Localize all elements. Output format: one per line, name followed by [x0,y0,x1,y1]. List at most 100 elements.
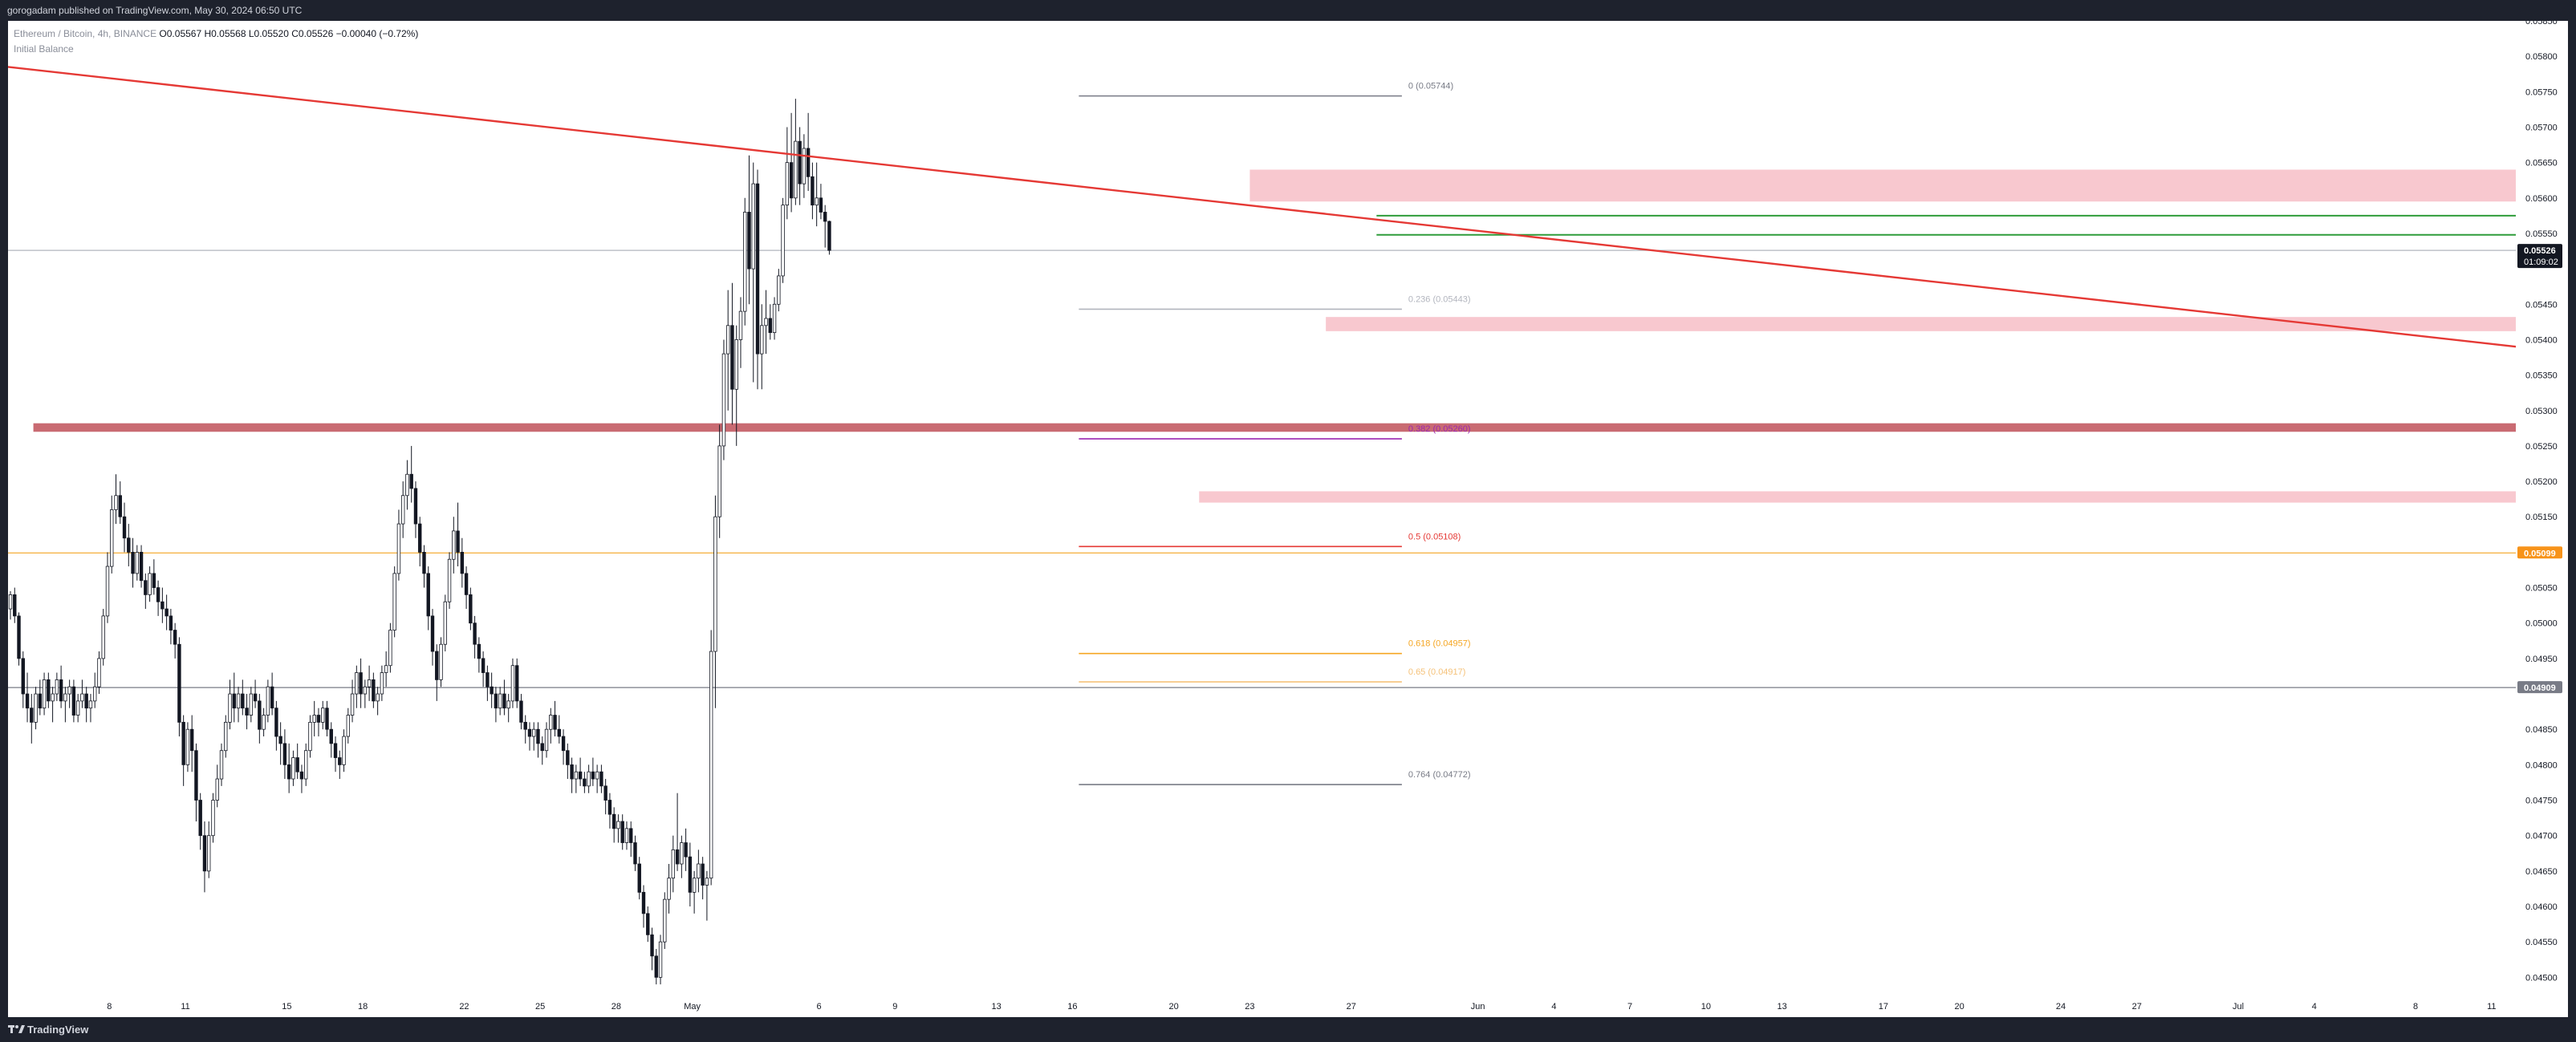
candle-body [270,686,274,709]
x-tick-label: 22 [459,1002,469,1012]
candle-body [566,750,570,765]
candle-body [253,693,258,702]
x-tick-label: 17 [1879,1002,1888,1012]
candle-body [701,863,705,886]
candle-body [258,700,262,730]
candle-body [553,715,557,730]
publish-bar: gorogadam published on TradingView.com, … [0,0,2576,21]
zone-1 [1326,317,2516,331]
candle-body [392,573,396,630]
candle-body [13,594,17,617]
candle-body [768,318,772,334]
candle-body [101,615,105,659]
candle-body [498,693,502,709]
candle-body [135,552,139,574]
candle-body [587,771,591,787]
candle-body [549,715,553,730]
x-tick-label: Jul [2233,1002,2244,1012]
candle-body [224,721,228,752]
legend-indicator[interactable]: Initial Balance [14,43,74,55]
price-chart[interactable]: 0 (0.05744) 0.236 (0.05443) 0.382 (0.05260… [8,21,2568,1017]
candle-body [802,148,807,184]
candle-body [477,643,481,659]
candle-body [697,863,701,879]
time-axis [8,991,2568,1017]
candle-body [772,303,777,334]
candle-body [93,686,97,702]
y-tick-label: 0.05700 [2525,123,2558,132]
candle-body [118,495,122,517]
y-tick-label: 0.04500 [2525,973,2558,983]
price-axis [2516,21,2568,991]
x-tick-label: 23 [1245,1002,1254,1012]
candle-body [688,856,693,893]
chart-legend: Ethereum / Bitcoin, 4h, BINANCE O0.05567… [14,26,418,57]
candle-body [51,693,55,702]
x-tick-label: 16 [1067,1002,1077,1012]
candle-body [641,891,646,914]
y-tick-label: 0.05800 [2525,52,2558,62]
candle-body [591,771,595,780]
price-tag-countdown: 01:09:02 [2524,257,2558,267]
candle-body [131,552,135,574]
candle-body [59,679,63,702]
candle-body [578,771,583,780]
y-tick-label: 0.05050 [2525,584,2558,594]
candle-body [595,771,599,780]
candle-body [185,728,190,765]
candle-body [439,643,443,680]
candle-body [308,721,312,752]
candle-body [342,736,346,765]
candle-body [481,658,486,673]
y-tick-label: 0.05250 [2525,442,2558,452]
candle-body [152,573,156,588]
candle-body [55,679,59,695]
candle-body [599,771,603,787]
x-tick-label: 15 [282,1002,291,1012]
y-tick-label: 0.05350 [2525,371,2558,381]
candle-body [34,693,38,723]
zone-3 [1199,491,2516,503]
candle-body [760,325,764,355]
price-tag-grey [2517,681,2562,694]
candle-body [156,587,160,602]
candle-body [823,212,827,222]
x-tick-label: 4 [2312,1002,2317,1012]
candle-body [295,757,299,772]
candle-body [38,693,43,709]
candle-body [443,601,447,645]
candle-body [211,800,215,837]
legend-symbol: Ethereum / Bitcoin, 4h, BINANCE [14,28,157,39]
candle-body [88,700,93,709]
fib-label-0.65: 0.65 (0.04917) [1408,667,1466,677]
y-tick-label: 0.05450 [2525,300,2558,310]
tradingview-logo-icon [8,1025,25,1033]
candle-body [232,693,236,709]
candle-body [215,778,219,801]
candle-body [333,743,338,758]
y-tick-label: 0.05000 [2525,619,2558,629]
candle-body [148,573,152,595]
candle-body [25,693,30,709]
candle-body [743,212,747,312]
candle-body [789,162,794,199]
candle-body [654,955,658,978]
candle-body [794,140,798,199]
candle-body [680,842,684,865]
candle-body [71,686,76,716]
price-tag-label-last: 0.05526 [2524,246,2556,256]
candle-body [658,941,663,978]
candle-body [80,693,84,702]
candle-body [611,813,616,829]
candle-body [236,693,241,709]
y-tick-label: 0.05200 [2525,477,2558,487]
candle-body [367,679,372,687]
candle-body [75,700,80,716]
candle-body [114,495,118,510]
candle-body [798,140,802,184]
candle-body [671,849,676,879]
candle-body [557,728,561,737]
x-tick-label: 13 [1777,1002,1786,1012]
candle-body [785,162,790,206]
y-tick-label: 0.05600 [2525,194,2558,204]
